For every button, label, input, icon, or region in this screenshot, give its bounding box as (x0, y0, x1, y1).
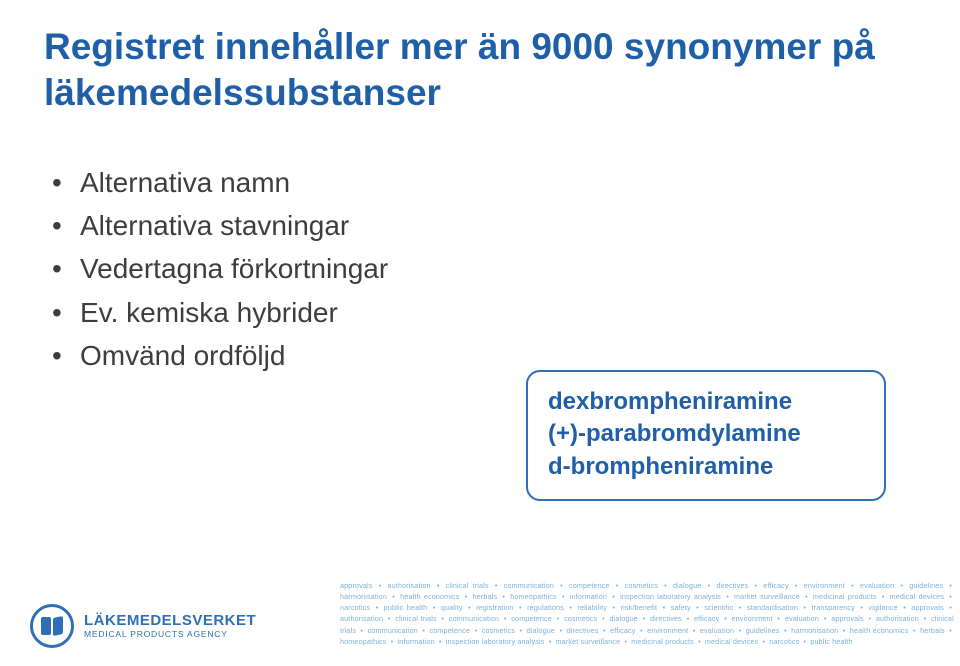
agency-logo: LÄKEMEDELSVERKET MEDICAL PRODUCTS AGENCY (30, 604, 256, 648)
list-item: Alternativa stavningar (52, 204, 916, 247)
bullet-list: Alternativa namn Alternativa stavningar … (44, 161, 916, 378)
logo-main-text: LÄKEMEDELSVERKET (84, 613, 256, 628)
list-item: Ev. kemiska hybrider (52, 291, 916, 334)
callout-line: dexbrompheniramine (548, 386, 864, 418)
callout-line: d-brompheniramine (548, 451, 864, 483)
list-item: Vedertagna förkortningar (52, 247, 916, 290)
footer: LÄKEMEDELSVERKET MEDICAL PRODUCTS AGENCY… (0, 576, 960, 666)
logo-glyph-icon (41, 615, 63, 637)
example-callout: dexbrompheniramine (+)-parabromdylamine … (526, 370, 886, 501)
page-title: Registret innehåller mer än 9000 synonym… (44, 24, 916, 117)
logo-text: LÄKEMEDELSVERKET MEDICAL PRODUCTS AGENCY (84, 613, 256, 639)
logo-sub-text: MEDICAL PRODUCTS AGENCY (84, 630, 256, 639)
list-item: Alternativa namn (52, 161, 916, 204)
callout-line: (+)-parabromdylamine (548, 418, 864, 450)
keyword-band: approvals • authorisation • clinical tri… (340, 578, 960, 666)
logo-mark-icon (30, 604, 74, 648)
slide: Registret innehåller mer än 9000 synonym… (0, 0, 960, 666)
